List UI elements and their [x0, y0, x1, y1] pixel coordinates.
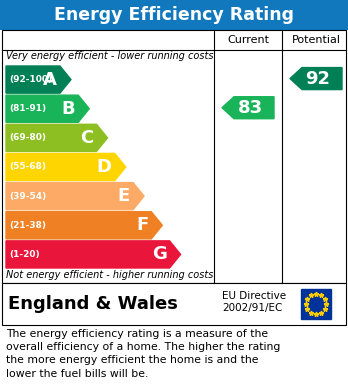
Text: Current: Current — [227, 35, 269, 45]
Text: 83: 83 — [237, 99, 262, 117]
Polygon shape — [6, 124, 108, 151]
Polygon shape — [6, 95, 89, 122]
Bar — [2, 30, 346, 283]
Text: F: F — [136, 216, 148, 234]
Polygon shape — [6, 241, 181, 268]
Text: EU Directive
2002/91/EC: EU Directive 2002/91/EC — [222, 291, 286, 313]
Text: England & Wales: England & Wales — [8, 295, 178, 313]
Polygon shape — [6, 66, 71, 93]
Text: 92: 92 — [306, 70, 331, 88]
Bar — [301, 289, 331, 319]
Polygon shape — [6, 212, 162, 239]
Text: (81-91): (81-91) — [9, 104, 46, 113]
Bar — [2, 283, 346, 325]
Text: B: B — [62, 100, 75, 118]
Text: (21-38): (21-38) — [9, 221, 46, 230]
Text: (1-20): (1-20) — [9, 250, 40, 259]
Text: (39-54): (39-54) — [9, 192, 46, 201]
Text: C: C — [80, 129, 94, 147]
Text: The energy efficiency rating is a measure of the
overall efficiency of a home. T: The energy efficiency rating is a measur… — [6, 329, 280, 378]
Polygon shape — [222, 97, 274, 119]
Text: (55-68): (55-68) — [9, 163, 46, 172]
Text: (92-100): (92-100) — [9, 75, 52, 84]
Polygon shape — [6, 183, 144, 210]
Polygon shape — [290, 68, 342, 90]
Text: Potential: Potential — [292, 35, 340, 45]
Text: (69-80): (69-80) — [9, 133, 46, 142]
Text: Not energy efficient - higher running costs: Not energy efficient - higher running co… — [6, 270, 213, 280]
Text: D: D — [97, 158, 112, 176]
Text: Very energy efficient - lower running costs: Very energy efficient - lower running co… — [6, 51, 214, 61]
Text: E: E — [118, 187, 130, 205]
Text: G: G — [152, 246, 167, 264]
Text: A: A — [43, 70, 57, 89]
Bar — [0, 0, 348, 30]
Polygon shape — [6, 153, 126, 181]
Text: Energy Efficiency Rating: Energy Efficiency Rating — [54, 6, 294, 24]
